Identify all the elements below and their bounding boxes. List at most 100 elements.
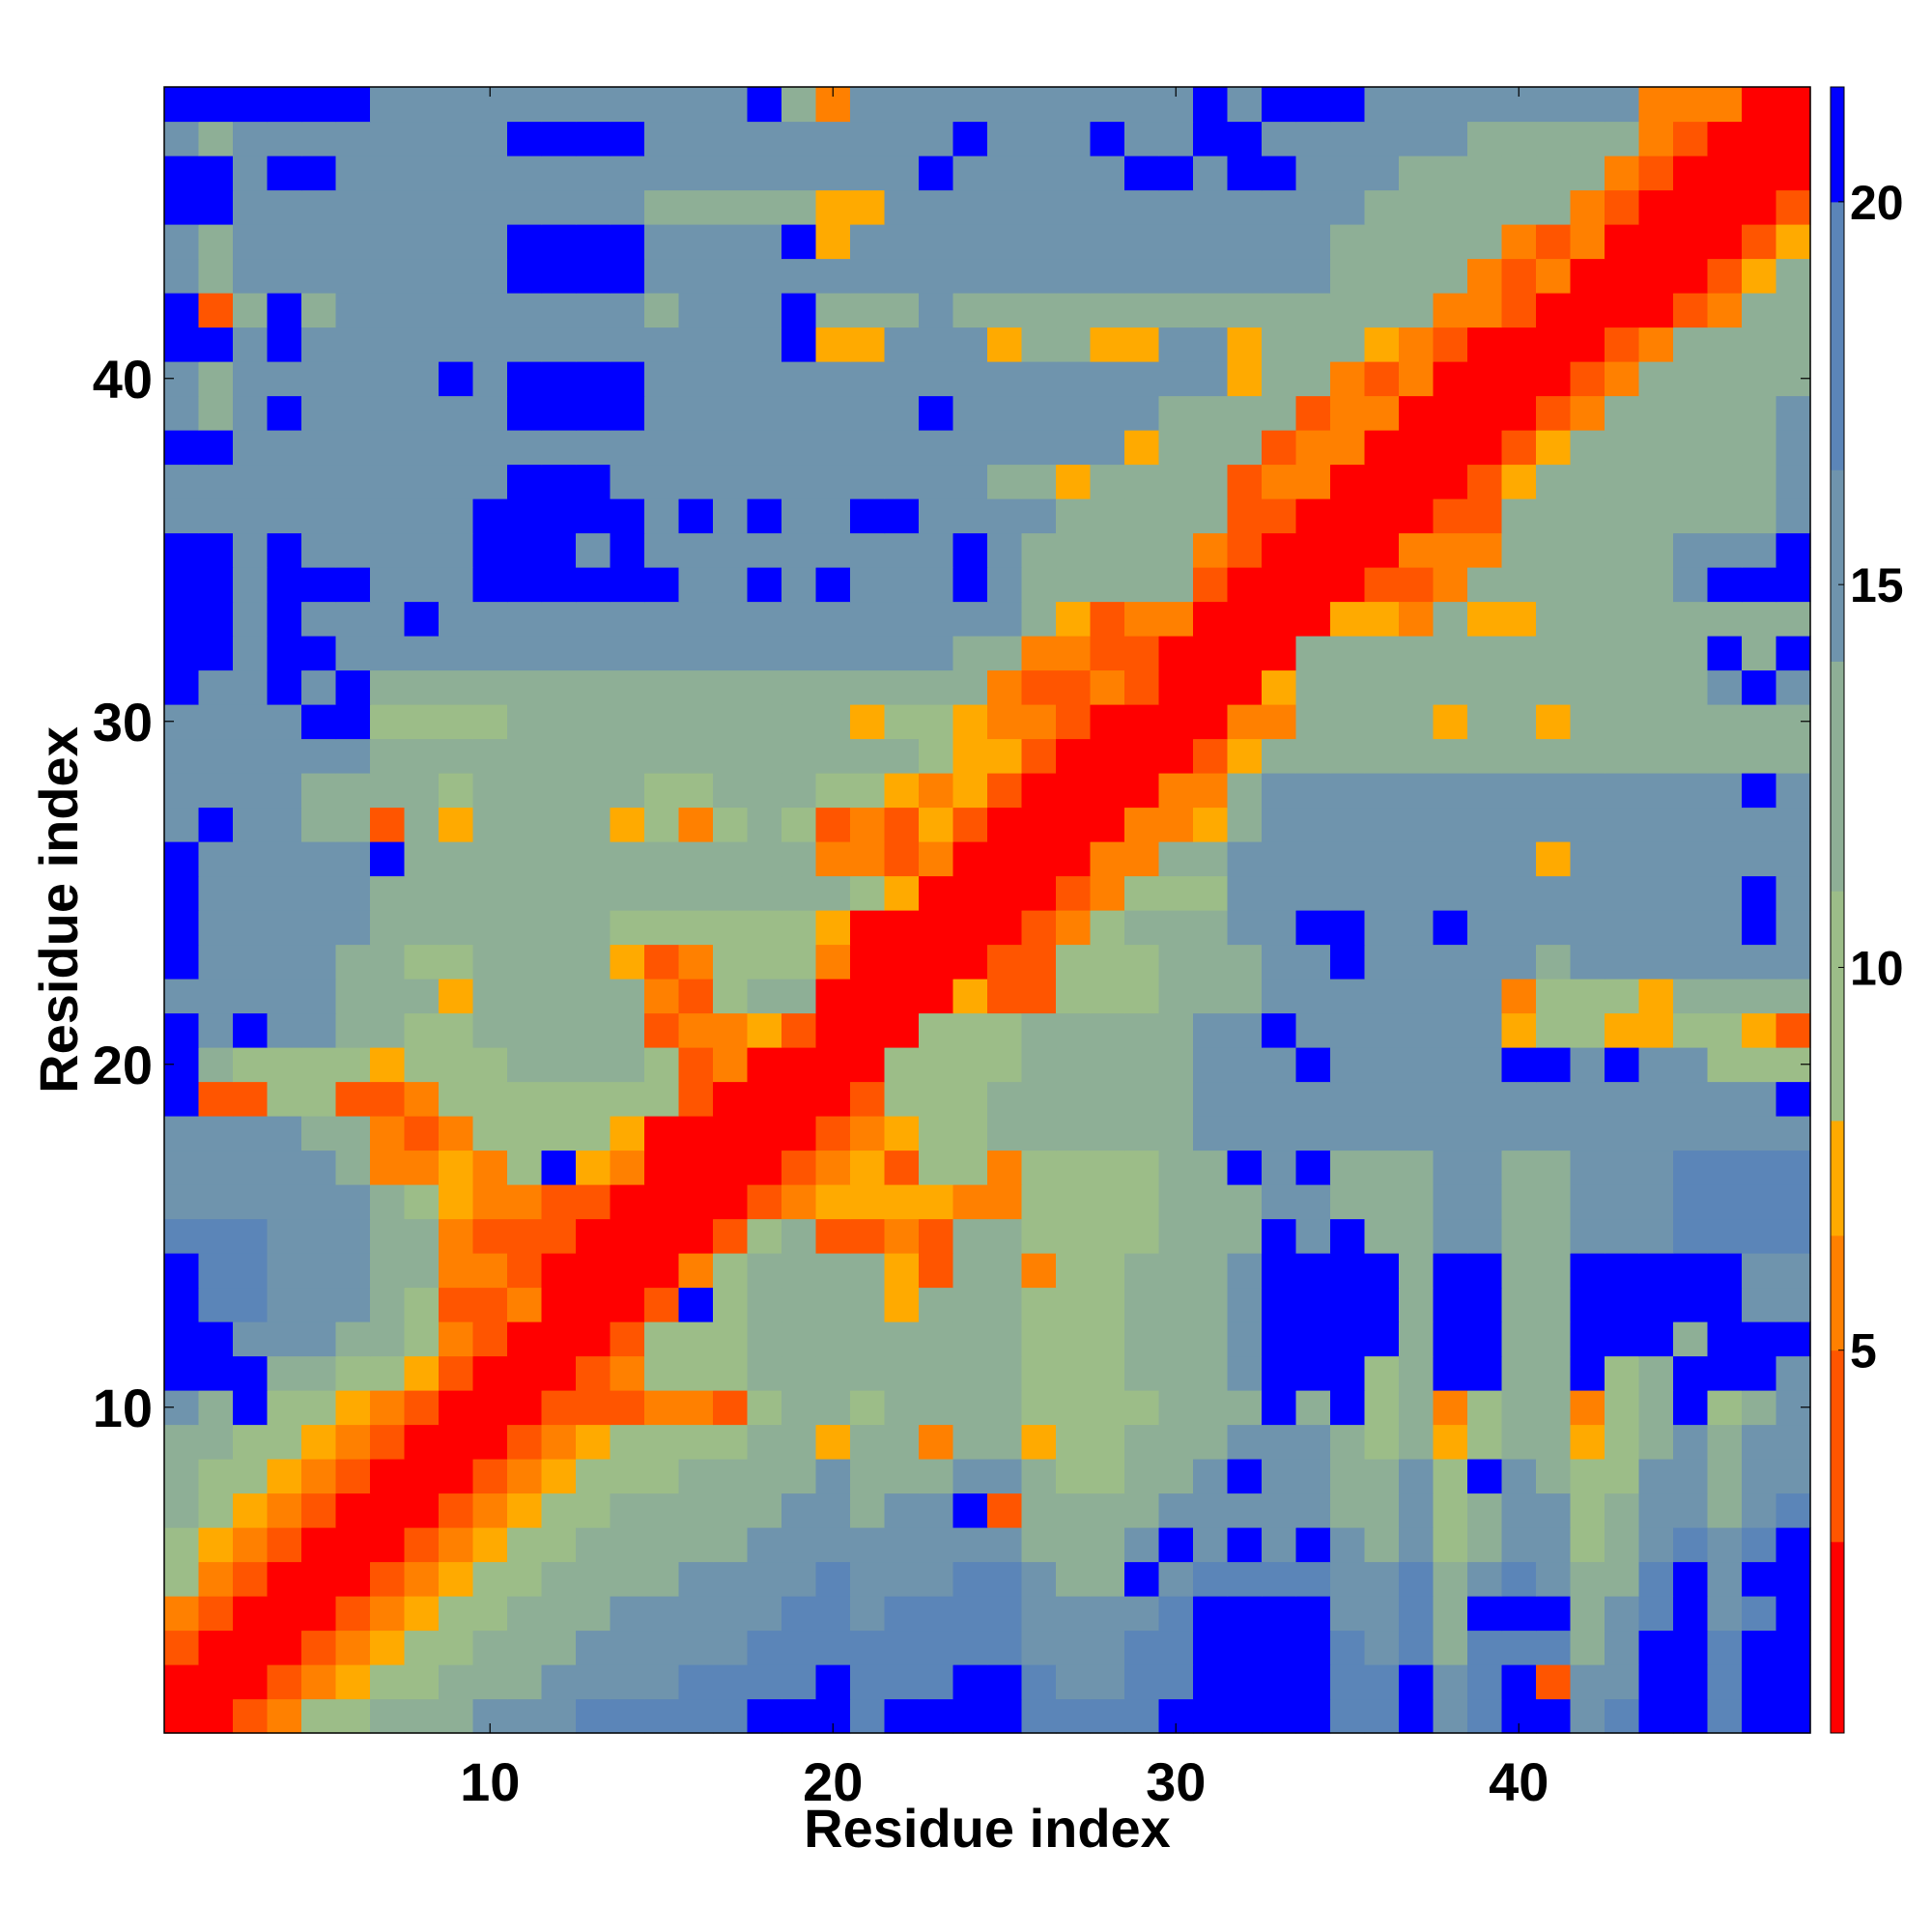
heatmap-cell: [1570, 1047, 1605, 1083]
heatmap-cell: [404, 87, 440, 123]
heatmap-cell: [884, 1321, 920, 1357]
heatmap-cell: [1090, 910, 1125, 946]
heatmap-cell: [335, 1047, 371, 1083]
heatmap-cell: [1605, 1321, 1640, 1357]
heatmap-cell: [952, 704, 988, 740]
heatmap-cell: [1193, 189, 1229, 225]
heatmap-cell: [919, 430, 954, 466]
heatmap-cell: [198, 121, 234, 156]
heatmap-cell: [815, 1596, 851, 1632]
heatmap-cell: [952, 1081, 988, 1117]
heatmap-cell: [370, 1698, 406, 1734]
heatmap-cell: [1638, 1698, 1674, 1734]
heatmap-cell: [370, 293, 406, 328]
heatmap-cell: [1605, 1527, 1640, 1563]
heatmap-cell: [713, 1081, 749, 1117]
heatmap-cell: [439, 636, 474, 671]
heatmap-cell: [1124, 1253, 1160, 1289]
heatmap-cell: [1193, 601, 1229, 637]
heatmap-cell: [198, 773, 234, 809]
heatmap-cell: [1399, 1184, 1435, 1220]
heatmap-cell: [198, 327, 234, 362]
heatmap-cell: [1262, 636, 1297, 671]
heatmap-cell: [439, 704, 474, 740]
heatmap-cell: [507, 1355, 543, 1391]
heatmap-cell: [1021, 979, 1057, 1014]
heatmap-cell: [1330, 1012, 1366, 1048]
heatmap-cell: [952, 1355, 988, 1391]
heatmap-cell: [747, 1698, 782, 1734]
heatmap-cell: [713, 361, 749, 397]
heatmap-cell: [987, 636, 1023, 671]
heatmap-cell: [919, 1664, 954, 1700]
heatmap-cell: [850, 258, 886, 294]
heatmap-cell: [198, 601, 234, 637]
heatmap-cell: [1227, 327, 1263, 362]
heatmap-cell: [1501, 224, 1537, 260]
heatmap-cell: [884, 1081, 920, 1117]
heatmap-cell: [678, 944, 714, 980]
heatmap-cell: [952, 293, 988, 328]
heatmap-cell: [1570, 807, 1605, 842]
heatmap-cell: [610, 944, 645, 980]
heatmap-cell: [1330, 156, 1366, 191]
heatmap-cell: [987, 773, 1023, 809]
heatmap-cell: [1193, 1492, 1229, 1528]
heatmap-cell: [1158, 293, 1194, 328]
heatmap-cell: [987, 1561, 1023, 1597]
heatmap-cell: [644, 910, 680, 946]
heatmap-cell: [301, 1253, 337, 1289]
heatmap-cell: [678, 1116, 714, 1151]
heatmap-cell: [919, 498, 954, 534]
heatmap-cell: [1467, 361, 1503, 397]
heatmap-cell: [1399, 1561, 1435, 1597]
heatmap-cell: [1021, 464, 1057, 499]
heatmap-cell: [1536, 1012, 1572, 1048]
heatmap-cell: [507, 189, 543, 225]
heatmap-cell: [1262, 1150, 1297, 1185]
heatmap-cell: [1776, 738, 1811, 774]
heatmap-cell: [987, 532, 1023, 568]
heatmap-cell: [713, 669, 749, 705]
x-tick-label: 20: [803, 1751, 863, 1812]
heatmap-cell: [1501, 1459, 1537, 1494]
heatmap-cell: [1776, 87, 1811, 123]
heatmap-cell: [541, 1253, 577, 1289]
heatmap-cell: [267, 87, 302, 123]
heatmap-cell: [233, 1459, 269, 1494]
heatmap-cell: [644, 567, 680, 603]
heatmap-cell: [1090, 1184, 1125, 1220]
heatmap-cell: [439, 430, 474, 466]
heatmap-cell: [1295, 910, 1331, 946]
heatmap-cell: [164, 1424, 200, 1460]
heatmap-cell: [713, 704, 749, 740]
heatmap-cell: [1399, 1698, 1435, 1734]
heatmap-cell: [1673, 1596, 1709, 1632]
heatmap-cell: [1467, 1596, 1503, 1632]
heatmap-cell: [472, 1390, 508, 1426]
heatmap-cell: [1673, 189, 1709, 225]
heatmap-cell: [1124, 1664, 1160, 1700]
heatmap-cell: [1399, 738, 1435, 774]
heatmap-cell: [233, 464, 269, 499]
heatmap-cell: [747, 224, 782, 260]
heatmap-cell: [610, 156, 645, 191]
heatmap-cell: [815, 979, 851, 1014]
heatmap-cell: [1295, 1218, 1331, 1254]
heatmap-cell: [198, 1664, 234, 1700]
heatmap-cell: [1262, 430, 1297, 466]
heatmap-cell: [884, 636, 920, 671]
heatmap-cell: [1707, 1116, 1743, 1151]
heatmap-cell: [781, 944, 817, 980]
heatmap-cell: [1673, 910, 1709, 946]
heatmap-cell: [1433, 944, 1468, 980]
heatmap-cell: [919, 773, 954, 809]
heatmap-cell: [1776, 1596, 1811, 1632]
heatmap-cell: [301, 430, 337, 466]
heatmap-cell: [1227, 1116, 1263, 1151]
heatmap-cell: [507, 1390, 543, 1426]
heatmap-cell: [1605, 464, 1640, 499]
heatmap-cell: [644, 704, 680, 740]
heatmap-cell: [850, 567, 886, 603]
